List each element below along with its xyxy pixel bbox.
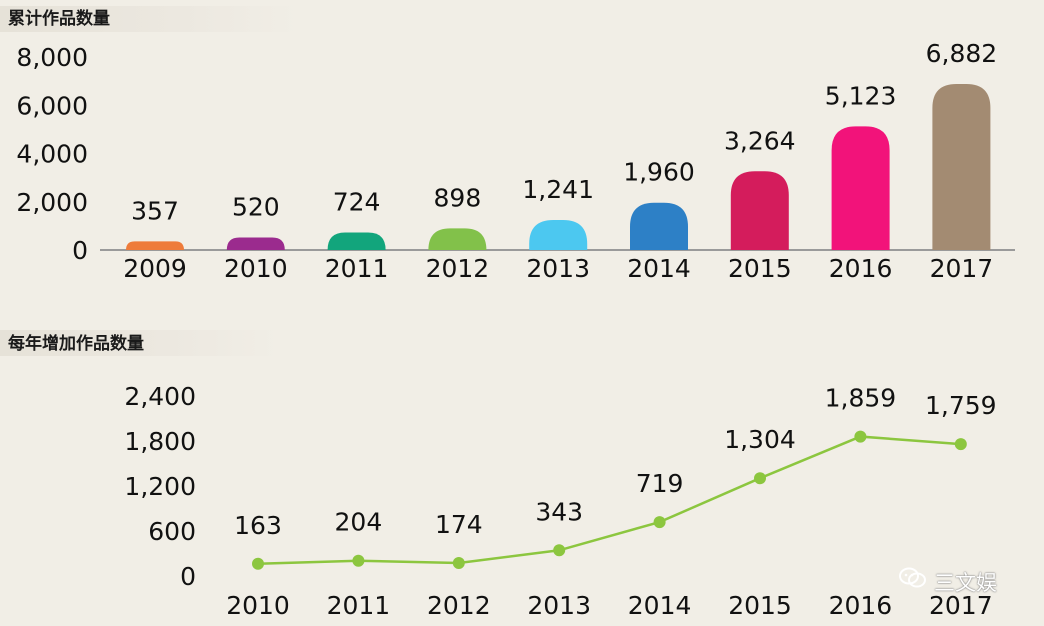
bar-y-tick-label: 4,000 <box>16 140 88 169</box>
line-point-2015 <box>754 472 766 485</box>
bar-x-tick-label-2016: 2016 <box>829 254 893 283</box>
line-point-2017 <box>954 438 967 451</box>
bar-2016 <box>831 126 890 250</box>
bar-2015 <box>730 171 789 250</box>
line-value-label-2013: 343 <box>535 497 583 526</box>
bar-value-label-2011: 724 <box>333 188 381 217</box>
line-x-tick-label-2015: 2015 <box>728 591 792 620</box>
bar-2009 <box>126 241 184 250</box>
bar-y-tick-label: 6,000 <box>16 91 88 120</box>
bar-2012 <box>428 228 487 250</box>
line-value-label-2015: 1,304 <box>724 425 796 454</box>
line-chart-title-band <box>0 330 280 356</box>
bar-x-tick-label-2009: 2009 <box>123 254 187 283</box>
wechat-icon <box>899 567 926 588</box>
line-point-2014 <box>653 516 666 529</box>
bar-x-tick-label-2017: 2017 <box>930 254 994 283</box>
line-y-tick-label: 1,800 <box>124 427 196 456</box>
line-series <box>257 435 961 566</box>
bar-2014 <box>630 202 688 250</box>
bar-x-tick-label-2010: 2010 <box>224 254 288 283</box>
bar-value-label-2013: 1,241 <box>522 175 594 204</box>
bar-x-tick-label-2011: 2011 <box>325 254 389 283</box>
line-point-2011 <box>352 554 365 567</box>
bar-2010 <box>226 237 285 250</box>
bar-value-label-2012: 898 <box>434 183 482 212</box>
watermark-text: 三文娱 <box>934 571 997 595</box>
bar-value-label-2010: 520 <box>232 192 280 221</box>
bar-x-tick-label-2014: 2014 <box>627 254 691 283</box>
line-x-tick-label-2016: 2016 <box>829 591 893 620</box>
bar-2013 <box>529 220 588 250</box>
bar-value-label-2015: 3,264 <box>724 126 796 155</box>
line-value-label-2011: 204 <box>335 508 383 537</box>
bar-x-tick-label-2012: 2012 <box>426 254 490 283</box>
line-x-tick-label-2017: 2017 <box>929 591 993 620</box>
bar-2011 <box>327 232 386 250</box>
line-value-label-2016: 1,859 <box>825 384 897 413</box>
bar-value-label-2017: 6,882 <box>926 39 998 68</box>
line-y-tick-label: 600 <box>148 517 196 546</box>
bar-x-tick-label-2013: 2013 <box>526 254 590 283</box>
line-x-tick-label-2011: 2011 <box>327 591 391 620</box>
bar-y-tick-label: 0 <box>72 236 88 265</box>
line-value-label-2012: 174 <box>435 510 483 539</box>
line-x-tick-label-2013: 2013 <box>527 591 591 620</box>
line-y-tick-label: 0 <box>180 562 196 591</box>
line-value-label-2010: 163 <box>234 511 282 540</box>
line-point-2016 <box>854 430 867 443</box>
bar-value-label-2014: 1,960 <box>623 158 695 187</box>
line-x-tick-label-2012: 2012 <box>427 591 491 620</box>
line-point-2013 <box>553 544 566 557</box>
line-x-tick-label-2010: 2010 <box>226 591 290 620</box>
line-chart-title: 每年增加作品数量 <box>8 334 144 354</box>
line-y-tick-label: 1,200 <box>124 472 196 501</box>
line-value-label-2014: 719 <box>636 469 684 498</box>
bar-y-tick-label: 8,000 <box>16 43 88 72</box>
bar-y-tick-label: 2,000 <box>16 188 88 217</box>
line-x-tick-label-2014: 2014 <box>628 591 692 620</box>
line-value-label-2017: 1,759 <box>925 391 997 420</box>
line-point-2010 <box>252 557 264 570</box>
bar-x-tick-label-2015: 2015 <box>728 254 792 283</box>
bar-2017 <box>932 83 991 251</box>
bar-value-label-2009: 357 <box>131 196 179 225</box>
bar-chart-title: 累计作品数量 <box>8 9 110 29</box>
line-y-tick-label: 2,400 <box>124 382 196 411</box>
bar-value-label-2016: 5,123 <box>825 81 897 110</box>
line-point-2012 <box>452 556 465 569</box>
bar-chart-title-band <box>0 6 300 32</box>
